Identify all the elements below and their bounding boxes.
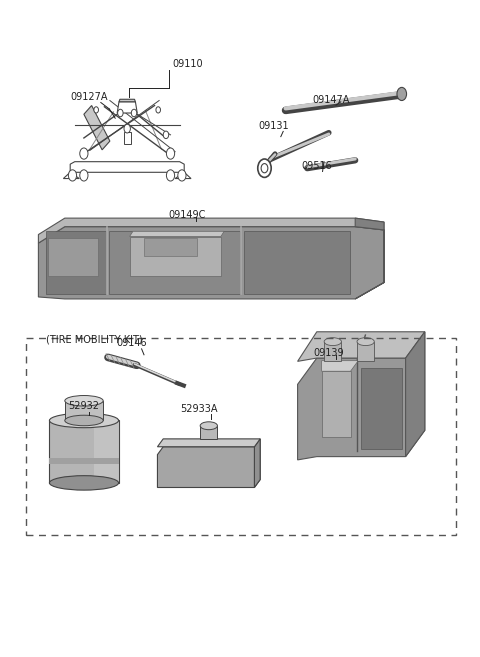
Text: 09516: 09516 xyxy=(301,161,332,171)
Circle shape xyxy=(80,148,88,159)
Circle shape xyxy=(167,170,175,181)
Polygon shape xyxy=(298,332,425,460)
Ellipse shape xyxy=(357,338,374,346)
Polygon shape xyxy=(70,162,184,172)
Circle shape xyxy=(68,170,77,181)
Text: (TIRE MOBILITY KIT): (TIRE MOBILITY KIT) xyxy=(46,335,142,345)
Polygon shape xyxy=(48,238,98,276)
Polygon shape xyxy=(144,238,197,256)
Text: 52932: 52932 xyxy=(69,401,99,411)
Polygon shape xyxy=(130,231,224,237)
Ellipse shape xyxy=(49,413,119,428)
Polygon shape xyxy=(254,439,260,487)
Polygon shape xyxy=(84,106,110,150)
Circle shape xyxy=(167,148,175,159)
Polygon shape xyxy=(63,172,79,179)
Ellipse shape xyxy=(65,415,103,426)
Polygon shape xyxy=(109,231,240,294)
Text: 09127A: 09127A xyxy=(70,92,108,102)
Circle shape xyxy=(397,87,407,101)
Polygon shape xyxy=(355,218,384,299)
Polygon shape xyxy=(406,332,425,457)
Polygon shape xyxy=(175,172,191,179)
Circle shape xyxy=(261,164,268,173)
Polygon shape xyxy=(200,426,217,439)
Polygon shape xyxy=(65,401,103,420)
Text: 09147A: 09147A xyxy=(312,95,350,105)
Polygon shape xyxy=(324,342,341,361)
Circle shape xyxy=(80,170,88,181)
Circle shape xyxy=(156,106,160,113)
Polygon shape xyxy=(49,458,119,464)
Circle shape xyxy=(124,124,131,133)
Ellipse shape xyxy=(324,338,341,346)
Polygon shape xyxy=(95,420,119,483)
Polygon shape xyxy=(157,439,260,487)
Polygon shape xyxy=(123,132,131,145)
Text: 09110: 09110 xyxy=(172,59,203,69)
Text: 09139: 09139 xyxy=(313,348,344,358)
Text: 09131: 09131 xyxy=(258,122,289,131)
Polygon shape xyxy=(38,218,384,243)
Text: 52933A: 52933A xyxy=(180,404,218,414)
Polygon shape xyxy=(117,102,137,113)
Polygon shape xyxy=(361,368,402,449)
Polygon shape xyxy=(357,342,374,361)
Circle shape xyxy=(163,131,168,139)
Ellipse shape xyxy=(200,422,217,430)
Polygon shape xyxy=(157,439,260,447)
Ellipse shape xyxy=(49,476,119,490)
Circle shape xyxy=(132,109,137,117)
Polygon shape xyxy=(119,99,135,102)
Text: 09149C: 09149C xyxy=(168,210,206,220)
Polygon shape xyxy=(49,420,119,483)
Polygon shape xyxy=(322,371,350,437)
Polygon shape xyxy=(322,361,358,371)
Circle shape xyxy=(178,170,186,181)
Polygon shape xyxy=(298,332,425,361)
Circle shape xyxy=(94,106,98,113)
Circle shape xyxy=(118,109,123,117)
Polygon shape xyxy=(46,231,106,294)
Text: 09146: 09146 xyxy=(117,338,147,348)
Ellipse shape xyxy=(65,396,103,406)
Polygon shape xyxy=(38,227,384,299)
Polygon shape xyxy=(244,231,350,294)
Polygon shape xyxy=(130,237,221,276)
Circle shape xyxy=(258,159,271,177)
